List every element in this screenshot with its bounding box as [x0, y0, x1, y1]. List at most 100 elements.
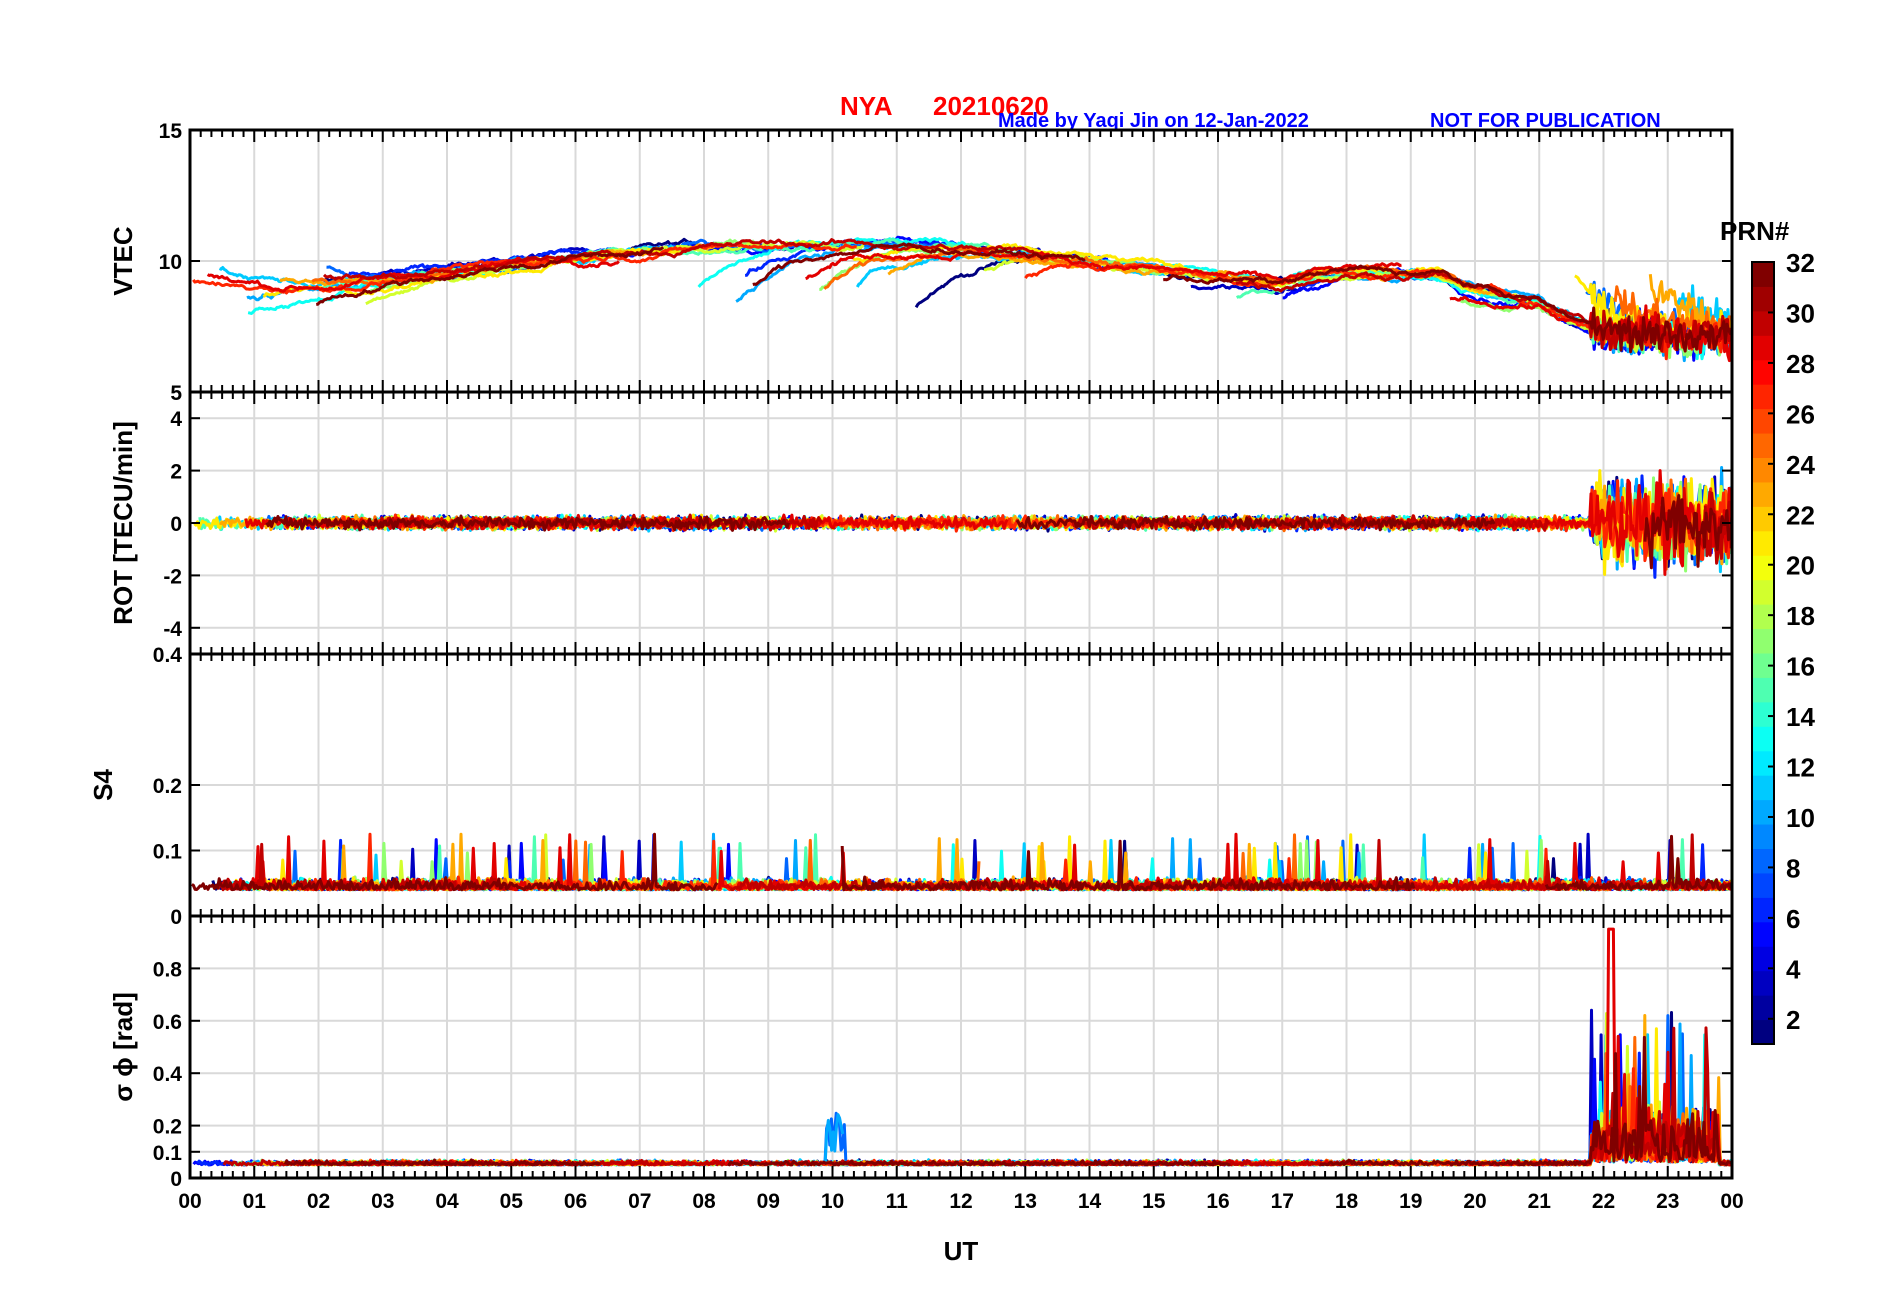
y-axis-label: S4: [88, 769, 118, 801]
colorbar-swatch: [1752, 286, 1774, 312]
colorbar-tick-label: 14: [1786, 702, 1815, 732]
panel-rot-axes: -4 -2 0 2 4 ROT [TECU/min]: [108, 390, 1734, 656]
series-line-prn-32: [727, 1159, 1231, 1167]
colorbar-tick-label: 4: [1786, 954, 1801, 984]
colorbar-swatch: [1752, 897, 1774, 923]
colorbar-title: PRN#: [1720, 216, 1790, 246]
series-line-prn-25: [1613, 285, 1732, 348]
colorbar-tick-label: 6: [1786, 904, 1800, 934]
x-tick-label: 18: [1335, 1190, 1359, 1213]
colorbar-swatch: [1752, 457, 1774, 483]
colorbar-tick-label: 22: [1786, 500, 1815, 530]
x-tick-label: 17: [1271, 1190, 1294, 1213]
y-tick-label: 0.1: [153, 841, 183, 864]
colorbar-swatch: [1752, 799, 1774, 825]
series-line-prn-32: [752, 242, 1086, 286]
colorbar-tick-label: 12: [1786, 753, 1815, 783]
colorbar-swatch: [1752, 946, 1774, 972]
x-tick-label: 01: [243, 1190, 267, 1213]
colorbar-swatch: [1752, 628, 1774, 654]
x-tick-label: 10: [821, 1190, 844, 1213]
y-tick-label: -4: [163, 618, 182, 641]
x-tick-label: 13: [1014, 1190, 1037, 1213]
colorbar-frame: [1751, 261, 1775, 1045]
made-by-note: Made by Yaqi Jin on 12-Jan-2022: [998, 110, 1309, 132]
y-tick-label: 0: [170, 1168, 182, 1191]
y-tick-label: 4: [170, 408, 182, 431]
colorbar-swatch: [1752, 653, 1774, 678]
colorbar-swatch: [1752, 995, 1774, 1021]
y-axis-label: VTEC: [108, 226, 138, 296]
x-tick-label: 16: [1206, 1190, 1229, 1213]
colorbar-swatch: [1752, 824, 1774, 849]
title-station: NYA: [840, 91, 893, 121]
colorbar-swatch: [1752, 677, 1774, 703]
y-axis-label: ROT [TECU/min]: [108, 421, 138, 625]
colorbar-swatch: [1752, 750, 1774, 776]
colorbar-swatch: [1752, 335, 1774, 361]
series-traces: [192, 927, 1734, 1167]
colorbar-tick-label: 26: [1786, 399, 1815, 429]
colorbar-swatch: [1752, 433, 1774, 458]
colorbar-swatch: [1752, 579, 1774, 605]
colorbar-tick-label: 30: [1786, 298, 1815, 328]
x-tick-label: 03: [371, 1190, 394, 1213]
colorbar-swatch: [1752, 726, 1774, 752]
series-line-prn-32: [316, 245, 665, 306]
publication-notice: NOT FOR PUBLICATION: [1430, 110, 1661, 132]
colorbar-swatch: [1752, 384, 1774, 410]
x-tick-label: 20: [1463, 1190, 1486, 1213]
series-line-prn-32: [265, 514, 791, 532]
series-line-prn-30: [322, 238, 1049, 281]
x-tick-label: 06: [564, 1190, 587, 1213]
series-line-prn-32: [1643, 494, 1734, 570]
panel-sigma_phi-axes: 0 0.1 0.2 0.4 0.6 0.8 σ ϕ [rad]: [108, 914, 1734, 1191]
panel-vtec-axes: 5 10 15 VTEC: [108, 120, 1734, 405]
panel-s4-axes: 0 0.1 0.2 0.4 S4: [88, 644, 1734, 929]
y-tick-label: 0: [170, 906, 182, 929]
series-line-prn-32: [840, 839, 1416, 892]
x-tick-label: 14: [1078, 1190, 1102, 1213]
series-line-prn-32: [283, 1158, 601, 1167]
y-tick-label: 5: [170, 382, 182, 405]
colorbar-tick-label: 20: [1786, 551, 1815, 581]
y-tick-label: -2: [163, 565, 182, 588]
colorbar-tick-label: 16: [1786, 652, 1815, 682]
series-line-prn-29: [805, 248, 1402, 282]
colorbar-swatch: [1752, 921, 1774, 947]
x-tick-label: 07: [628, 1190, 651, 1213]
x-axis-label: UT: [944, 1236, 979, 1266]
y-axis-label: σ ϕ [rad]: [108, 992, 138, 1102]
series-line-prn-32: [1544, 834, 1733, 892]
y-tick-label: 15: [159, 120, 183, 143]
colorbar-tick-label: 10: [1786, 803, 1815, 833]
x-axis: 00 01 02 03 04 05 06 07 08 09 10 11 12 13 14 15 16 17 18 19…: [178, 1190, 1743, 1266]
panels: 5 10 15 VTEC -4 -2 0 2 4 ROT [TECU/min] 0 0.1 0.2 0.4…: [88, 120, 1734, 1191]
y-tick-label: 0.8: [153, 958, 183, 981]
colorbar-swatch: [1752, 408, 1774, 434]
y-tick-label: 0.1: [153, 1142, 183, 1165]
colorbar-tick-label: 8: [1786, 853, 1800, 883]
y-tick-label: 0.2: [153, 775, 182, 798]
x-tick-label: 22: [1592, 1190, 1615, 1213]
x-tick-label: 02: [307, 1190, 330, 1213]
title-date: 20210620: [933, 91, 1049, 121]
colorbar-swatch: [1752, 310, 1774, 336]
colorbar-swatch: [1752, 481, 1774, 507]
series-line-prn-32: [1163, 264, 1734, 354]
y-tick-label: 0.4: [153, 644, 183, 667]
colorbar-tick-label: 24: [1786, 450, 1815, 480]
series-traces: [193, 466, 1734, 579]
colorbar-swatch: [1752, 872, 1774, 898]
x-tick-label: 19: [1399, 1190, 1422, 1213]
colorbar-swatch: [1752, 262, 1774, 287]
colorbar-swatch: [1752, 970, 1774, 996]
colorbar-tick-label: 18: [1786, 601, 1815, 631]
colorbar-swatch: [1752, 1019, 1774, 1045]
y-tick-label: 0.6: [153, 1011, 182, 1034]
x-tick-label: 00: [1720, 1190, 1743, 1213]
colorbar-tick-label: 2: [1786, 1005, 1800, 1035]
y-tick-label: 0.4: [153, 1063, 183, 1086]
